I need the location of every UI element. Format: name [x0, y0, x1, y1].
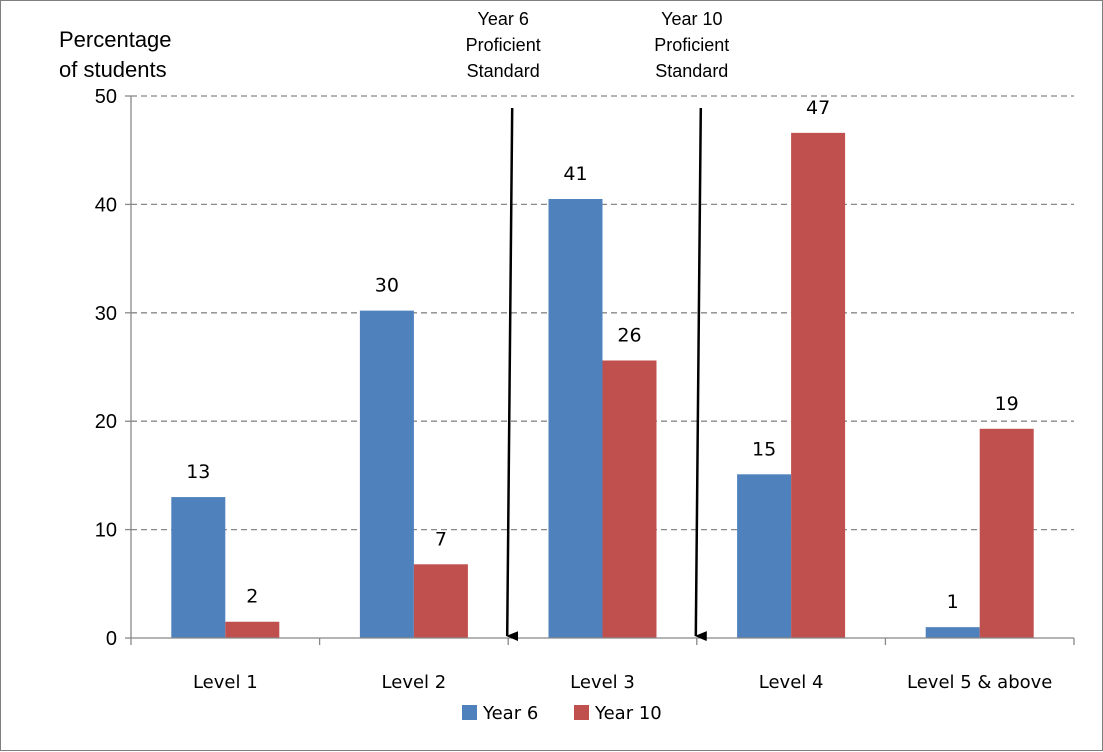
data-label: 1	[947, 591, 959, 613]
legend-swatch	[462, 705, 477, 720]
y-axis-label-line-2: of students	[59, 57, 167, 82]
y-tick-label: 50	[95, 86, 117, 108]
data-label: 2	[246, 586, 258, 608]
bar-year6-3	[548, 198, 603, 639]
category-label: Level 1	[193, 672, 258, 693]
bar-year10-5	[979, 428, 1034, 638]
data-label: 41	[563, 163, 587, 185]
bar-year10-1	[225, 621, 280, 638]
annotation-text: Year 10	[661, 9, 722, 29]
data-label: 15	[752, 438, 776, 460]
bar-year6-4	[737, 474, 792, 638]
annotation-text: Year 6	[478, 9, 529, 29]
bar-year6-5	[925, 627, 980, 638]
bar-year10-4	[791, 132, 846, 638]
annotation-text: Standard	[467, 61, 540, 81]
annotation-text: Proficient	[654, 35, 729, 55]
y-tick-label: 30	[95, 303, 117, 325]
data-label: 13	[186, 461, 210, 483]
data-label: 30	[375, 275, 399, 297]
legend-swatch	[574, 705, 589, 720]
annotation-text: Proficient	[466, 35, 541, 55]
category-label: Level 5 & above	[907, 672, 1052, 693]
proficient-standard-arrow	[694, 107, 707, 642]
category-label: Level 2	[382, 672, 447, 693]
annotation-text: Standard	[655, 61, 728, 81]
y-tick-label: 10	[95, 520, 117, 542]
bar-year6-1	[171, 497, 226, 638]
bar-year10-3	[602, 360, 657, 638]
legend-label: Year 6	[482, 703, 538, 724]
y-tick-label: 0	[106, 628, 117, 650]
data-label: 7	[435, 528, 447, 550]
legend-label: Year 10	[594, 703, 662, 724]
y-tick-label: 20	[95, 411, 117, 433]
bar-year10-2	[413, 564, 468, 638]
data-label: 47	[806, 97, 830, 119]
y-tick-label: 40	[95, 194, 117, 216]
data-label: 26	[617, 324, 641, 346]
data-label: 19	[995, 393, 1019, 415]
category-label: Level 3	[570, 672, 635, 693]
bar-year6-2	[359, 310, 414, 638]
y-axis-label-line-1: Percentage	[59, 27, 172, 52]
category-label: Level 4	[759, 672, 824, 693]
proficient-standard-arrow	[505, 107, 519, 642]
